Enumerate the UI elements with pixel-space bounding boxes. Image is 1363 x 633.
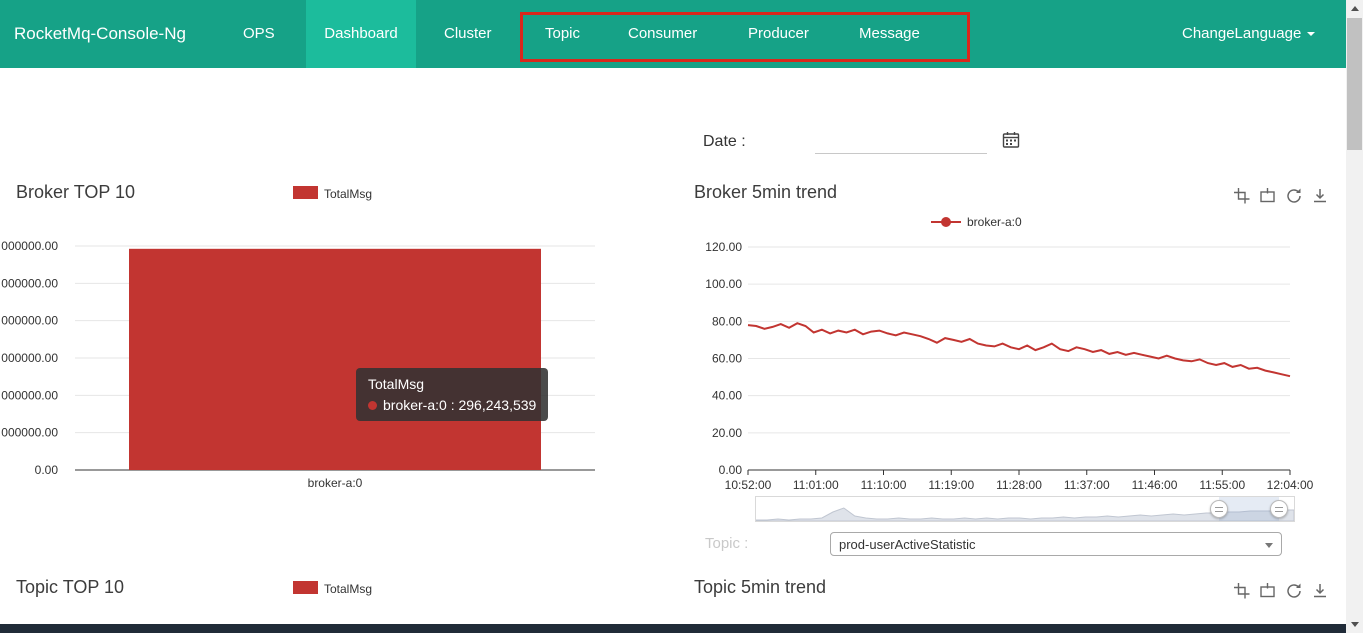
y-axis-tick-label: 000000.00 [1,314,58,328]
caret-down-icon [1307,32,1316,37]
grip-icon [1215,506,1223,512]
nav-item-producer[interactable]: Producer [748,25,809,42]
broker-top10-bar-chart: 000000.00 000000.00 000000.00 000000.00 0000… [1,240,595,490]
vertical-scrollbar[interactable] [1346,0,1363,633]
y-axis-tick-label: 0.00 [719,463,743,477]
y-axis-tick-label: 000000.00 [1,426,58,440]
bar-totalmsg-broker-a0[interactable] [129,248,541,470]
datazoom-handle-right[interactable] [1270,500,1288,518]
topic-top10-title: Topic TOP 10 [16,577,125,597]
scroll-up-button[interactable] [1346,0,1363,17]
y-axis-tick-label: 0.00 [35,463,59,477]
topic-label: Topic : [705,535,749,552]
y-axis-tick-label: 40.00 [712,389,742,403]
chevron-down-icon [1265,543,1273,548]
y-axis-tick-label: 000000.00 [1,276,58,290]
date-input[interactable] [815,130,987,154]
topic-totalmsg-legend-label[interactable]: TotalMsg [324,582,373,596]
y-axis-tick-label: 000000.00 [1,388,58,402]
topic-select[interactable]: prod-userActiveStatistic [830,532,1282,556]
nav-item-topic[interactable]: Topic [545,25,581,42]
broker-data-zoom-icon[interactable] [1233,187,1251,205]
chart-tooltip: TotalMsg broker-a:0 : 296,243,539 [356,368,549,421]
y-axis-tick-label: 60.00 [712,352,742,366]
next-section-strip [0,624,1346,633]
broker-restore-icon[interactable] [1285,187,1303,205]
nav-item-dashboard[interactable]: Dashboard [306,0,416,68]
totalmsg-legend-swatch[interactable] [293,186,318,199]
x-axis-tick-label: 11:01:00 [793,478,839,492]
y-axis-tick-label: 000000.00 [1,351,58,365]
date-label: Date : [703,133,746,150]
totalmsg-legend-label[interactable]: TotalMsg [324,187,373,201]
topic-totalmsg-legend-swatch[interactable] [293,581,318,594]
triangle-up-icon [1350,6,1359,11]
datazoom-handle-left[interactable] [1210,500,1228,518]
x-axis-tick-label: 11:10:00 [861,478,907,492]
topic-data-zoom-icon[interactable] [1233,582,1251,600]
broker-a0-legend-label[interactable]: broker-a:0 [967,215,1022,229]
tooltip-series-title: TotalMsg [368,376,425,392]
y-axis-tick-label: 000000.00 [1,240,58,253]
nav-item-ops[interactable]: OPS [243,25,275,42]
topic-select-value: prod-userActiveStatistic [839,537,976,552]
broker-trend-title: Broker 5min trend [694,182,838,202]
x-axis-tick-label: 11:55:00 [1199,478,1245,492]
scroll-down-button[interactable] [1346,616,1363,633]
scrollbar-thumb[interactable] [1347,18,1362,150]
grip-icon [1275,506,1283,512]
y-axis-tick-label: 80.00 [712,314,742,328]
line-series-broker-a0[interactable] [747,322,1291,378]
y-axis-tick-label: 100.00 [705,277,742,291]
broker-a0-legend-dot-icon [941,217,951,227]
tooltip-value-text: broker-a:0 : 296,243,539 [383,397,537,413]
broker-save-image-icon[interactable] [1311,187,1329,205]
broker-zoom-reset-icon[interactable] [1259,187,1277,205]
language-menu[interactable]: ChangeLanguage [1182,0,1316,68]
calendar-icon[interactable] [1002,131,1020,149]
brand[interactable]: RocketMq-Console-Ng [14,24,186,43]
topic-save-image-icon[interactable] [1311,582,1329,600]
x-axis-tick-label: 11:46:00 [1132,478,1178,492]
x-axis-tick-label: 11:19:00 [928,478,974,492]
x-axis-tick-label: 11:37:00 [1064,478,1110,492]
y-axis-tick-label: 20.00 [712,426,742,440]
x-axis-tick-label: 11:28:00 [996,478,1042,492]
language-menu-label: ChangeLanguage [1182,25,1302,42]
nav-item-message[interactable]: Message [859,25,920,42]
series-dot-icon [368,400,377,410]
broker-top10-title: Broker TOP 10 [16,182,136,202]
topic-trend-title: Topic 5min trend [694,577,827,597]
nav-item-consumer[interactable]: Consumer [628,25,698,42]
y-axis-tick-label: 120.00 [705,240,742,254]
x-axis-category-label: broker-a:0 [308,476,363,490]
x-axis-tick-label: 12:04:00 [1267,478,1314,492]
triangle-down-icon [1350,622,1359,627]
topic-zoom-reset-icon[interactable] [1259,582,1277,600]
datazoom-slider[interactable] [755,496,1295,522]
topic-restore-icon[interactable] [1285,582,1303,600]
nav-item-cluster[interactable]: Cluster [444,25,492,42]
navbar: RocketMq-Console-Ng OPS Dashboard Cluste… [0,0,1346,68]
broker-trend-line-chart: 120.00 100.00 80.00 60.00 40.00 20.00 0.0010:5… [705,240,1314,492]
datazoom-selected-window[interactable] [1219,497,1279,521]
x-axis-tick-label: 10:52:00 [725,478,772,492]
